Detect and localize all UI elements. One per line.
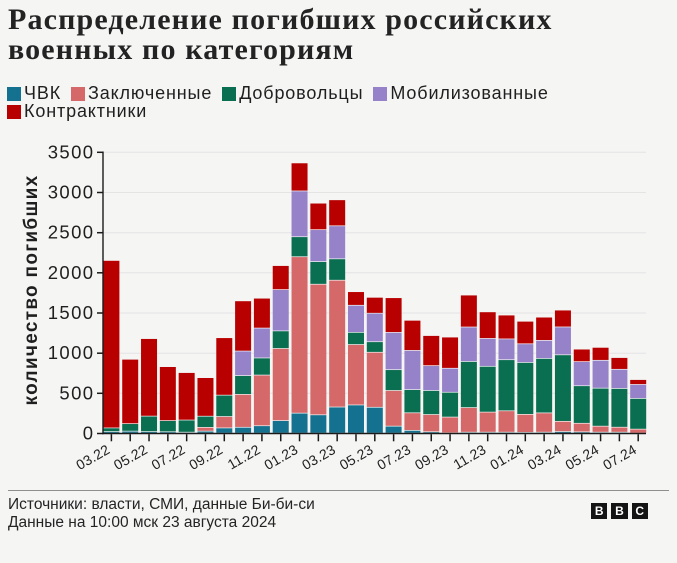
svg-text:1000: 1000 — [48, 342, 95, 363]
svg-text:05.22: 05.22 — [111, 441, 150, 473]
svg-text:09.22: 09.22 — [186, 441, 225, 473]
svg-text:11.22: 11.22 — [225, 441, 263, 472]
svg-text:03.22: 03.22 — [73, 441, 112, 473]
svg-text:11.23: 11.23 — [450, 441, 488, 472]
svg-text:07.23: 07.23 — [374, 441, 413, 473]
svg-text:09.23: 09.23 — [412, 441, 451, 473]
svg-text:2000: 2000 — [48, 262, 95, 283]
svg-text:07.22: 07.22 — [148, 441, 187, 473]
svg-text:03.24: 03.24 — [525, 441, 564, 473]
svg-text:07.24: 07.24 — [600, 441, 639, 473]
svg-text:05.24: 05.24 — [562, 441, 601, 473]
svg-text:количество погибших: количество погибших — [21, 175, 42, 406]
svg-text:01.24: 01.24 — [487, 441, 526, 473]
svg-text:3000: 3000 — [48, 182, 95, 203]
svg-text:05.23: 05.23 — [337, 441, 376, 473]
svg-text:3500: 3500 — [48, 141, 95, 162]
svg-text:0: 0 — [83, 423, 95, 444]
svg-text:01.23: 01.23 — [261, 441, 300, 473]
svg-text:2500: 2500 — [48, 222, 95, 243]
svg-text:03.23: 03.23 — [299, 441, 338, 473]
svg-text:500: 500 — [59, 382, 94, 403]
svg-text:1500: 1500 — [48, 302, 95, 323]
